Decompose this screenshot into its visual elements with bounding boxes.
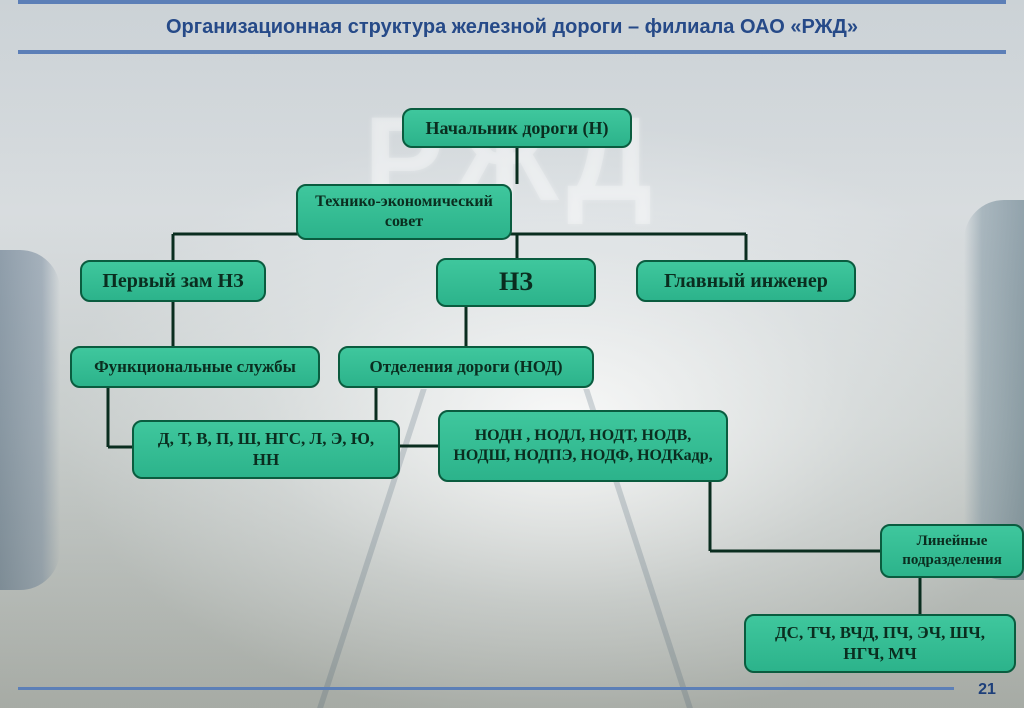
org-node-n_eng: Главный инженер	[636, 260, 856, 302]
page-number: 21	[978, 681, 996, 699]
org-node-n_nz: НЗ	[436, 258, 596, 307]
org-node-n_nod_sub: НОДН , НОДЛ, НОДТ, НОДВ, НОДШ, НОДПЭ, НО…	[438, 410, 728, 482]
org-node-n_ds: ДС, ТЧ, ВЧД, ПЧ, ЭЧ, ШЧ, НГЧ, МЧ	[744, 614, 1016, 673]
org-node-n_head: Начальник дороги (Н)	[402, 108, 632, 148]
org-node-n_firstdep: Первый зам НЗ	[80, 260, 266, 302]
org-node-n_linear: Линейные подразделения	[880, 524, 1024, 578]
org-node-n_nod: Отделения дороги (НОД)	[338, 346, 594, 388]
org-node-n_func_sub: Д, Т, В, П, Ш, НГС, Л, Э, Ю, НН	[132, 420, 400, 479]
footer-rule	[18, 687, 954, 690]
page-number-badge: 21	[958, 676, 1016, 704]
org-chart: Начальник дороги (Н) Технико-экономически…	[0, 0, 1024, 708]
org-node-n_council: Технико-экономический совет	[296, 184, 512, 240]
org-node-n_func: Функциональные службы	[70, 346, 320, 388]
